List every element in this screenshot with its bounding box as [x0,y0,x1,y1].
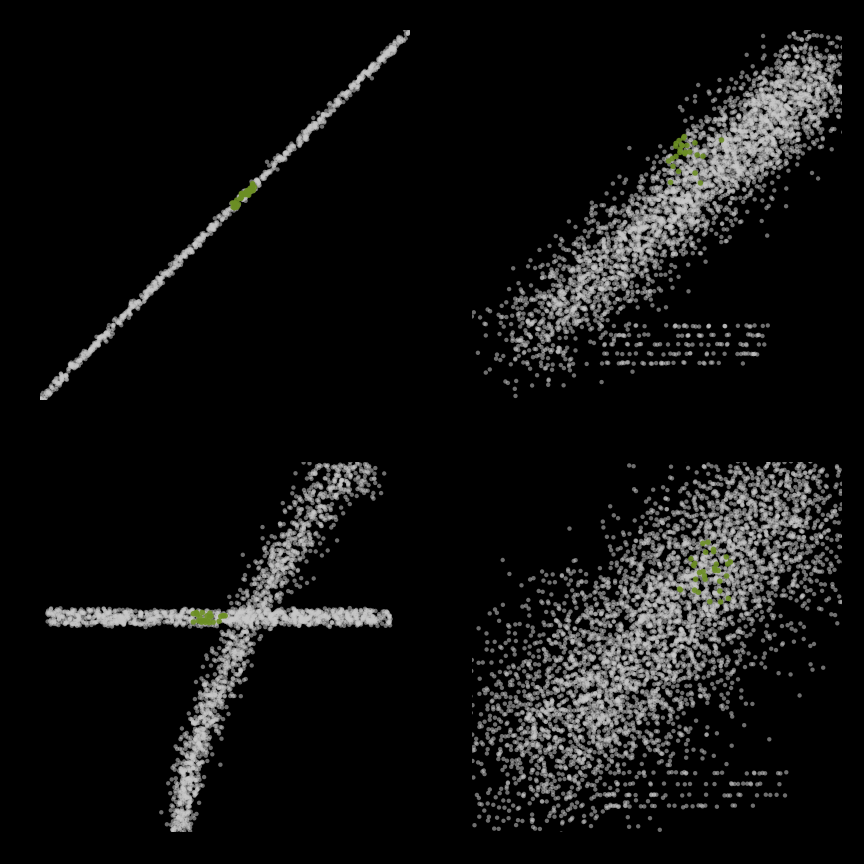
scatter-matrix [0,0,864,864]
panel-top-left [0,0,432,432]
scatter-plot [40,462,410,832]
panel-bottom-right [432,432,864,864]
gray-points [45,462,393,832]
gray-points [472,462,842,832]
scatter-plot [472,30,842,400]
gray-points [40,30,410,400]
panel-bottom-left [0,432,432,864]
green-points [230,181,257,211]
scatter-plot [472,462,842,832]
panel-top-right [432,0,864,432]
scatter-plot [40,30,410,400]
gray-points [472,30,842,398]
